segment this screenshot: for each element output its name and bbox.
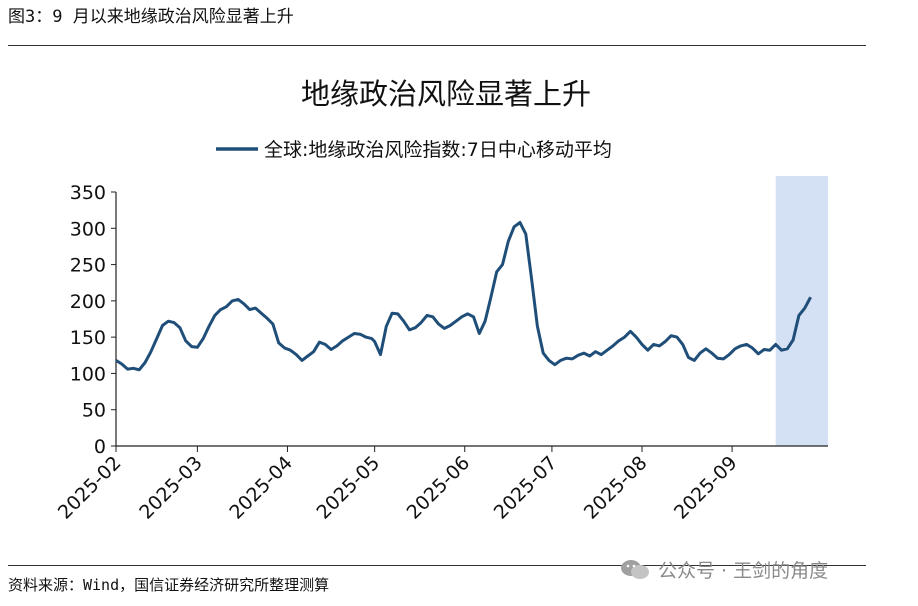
- x-tick-label: 2025-02: [54, 452, 126, 524]
- source-note: 资料来源：Wind，国信证券经济研究所整理测算: [8, 576, 330, 594]
- x-tick-label: 2025-07: [490, 452, 562, 524]
- figure-caption: 图3：9 月以来地缘政治风险显著上升: [8, 7, 294, 27]
- x-tick-label: 2025-05: [312, 452, 384, 524]
- watermark-text: 公众号 · 王剑的角度: [658, 560, 829, 582]
- y-tick-label: 150: [70, 327, 106, 349]
- x-tick-label: 2025-06: [403, 452, 475, 524]
- x-tick-label: 2025-08: [580, 452, 652, 524]
- wechat-icon: [621, 559, 649, 579]
- x-tick-label: 2025-09: [670, 452, 742, 524]
- x-tick-label: 2025-04: [225, 452, 297, 524]
- watermark: 公众号 · 王剑的角度: [620, 556, 828, 583]
- x-tick-label: 2025-03: [135, 452, 207, 524]
- bottom-rule: [8, 565, 866, 566]
- y-tick-label: 300: [70, 218, 106, 240]
- legend-label: 全球:地缘政治风险指数:7日中心移动平均: [264, 139, 612, 161]
- legend: 全球:地缘政治风险指数:7日中心移动平均: [216, 139, 612, 161]
- series-line: [115, 221, 812, 372]
- y-tick-label: 100: [70, 363, 106, 385]
- chart-title: 地缘政治风险显著上升: [301, 77, 591, 111]
- y-tick-label: 350: [70, 182, 106, 204]
- y-tick-label: 250: [70, 255, 106, 277]
- chart: 地缘政治风险显著上升 全球:地缘政治风险指数:7日中心移动平均 0 50 100 15…: [54, 77, 828, 524]
- y-tick-label: 0: [94, 436, 106, 458]
- y-tick-label: 50: [82, 400, 106, 422]
- y-tick-label: 200: [70, 291, 106, 313]
- top-rule: [8, 45, 866, 46]
